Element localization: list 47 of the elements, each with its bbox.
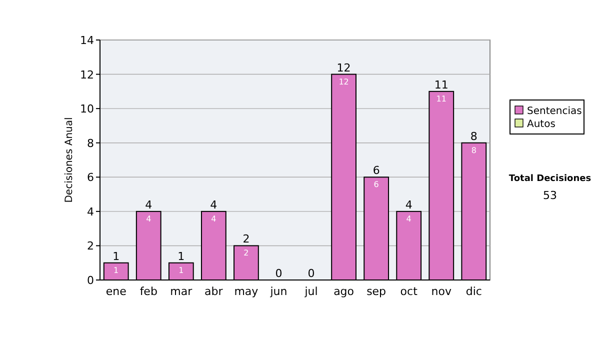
legend-label: Autos <box>527 119 556 130</box>
y-tick-label: 0 <box>87 274 94 287</box>
legend-label: Sentencias <box>527 106 582 117</box>
y-tick-label: 4 <box>87 205 94 218</box>
total-label: 1 <box>112 250 120 263</box>
x-tick-label: nov <box>431 285 452 298</box>
total-label: 1 <box>178 250 185 263</box>
y-tick-label: 12 <box>80 68 94 82</box>
x-tick-label: feb <box>140 285 158 298</box>
total-label: 8 <box>470 130 478 143</box>
text: 53 <box>543 189 557 202</box>
y-tick-label: 14 <box>80 34 94 47</box>
data-label: 6 <box>374 180 379 190</box>
x-tick-label: abr <box>204 285 224 298</box>
total-label: 4 <box>210 198 218 212</box>
total-label: 12 <box>336 61 351 74</box>
data-label: 11 <box>436 94 446 104</box>
total-label: 11 <box>434 78 448 92</box>
y-tick-label: 8 <box>87 136 94 150</box>
total-label: 6 <box>372 164 380 178</box>
total-label: 4 <box>145 198 152 212</box>
total-label: 0 <box>275 267 282 280</box>
data-label: 1 <box>114 266 119 275</box>
data-label: 4 <box>406 214 412 224</box>
y-tick-label: 10 <box>80 102 94 116</box>
x-tick-label: oct <box>400 285 418 298</box>
data-label: 8 <box>471 146 476 155</box>
data-label: 4 <box>211 214 216 224</box>
y-tick-label: 2 <box>87 240 94 253</box>
data-label: 2 <box>244 248 249 258</box>
y-tick-label: 6 <box>87 171 94 184</box>
x-tick-label: jun <box>269 285 288 298</box>
x-tick-label: sep <box>366 285 386 298</box>
data-label: 1 <box>178 266 184 275</box>
total-label: 0 <box>308 267 315 280</box>
x-tick-label: mar <box>170 285 193 298</box>
total-label: 2 <box>242 232 250 246</box>
x-tick-label: ago <box>334 285 354 298</box>
total-label: 4 <box>405 198 412 212</box>
x-tick-label: may <box>234 285 259 298</box>
data-label: 12 <box>338 77 349 86</box>
x-tick-label: jul <box>304 285 318 298</box>
text: Total Decisiones <box>508 174 592 184</box>
y-axis-title: Decisiones Anual <box>64 117 75 203</box>
data-label: 4 <box>146 214 152 224</box>
x-tick-label: ene <box>106 285 127 298</box>
x-tick-label: dic <box>466 285 482 298</box>
